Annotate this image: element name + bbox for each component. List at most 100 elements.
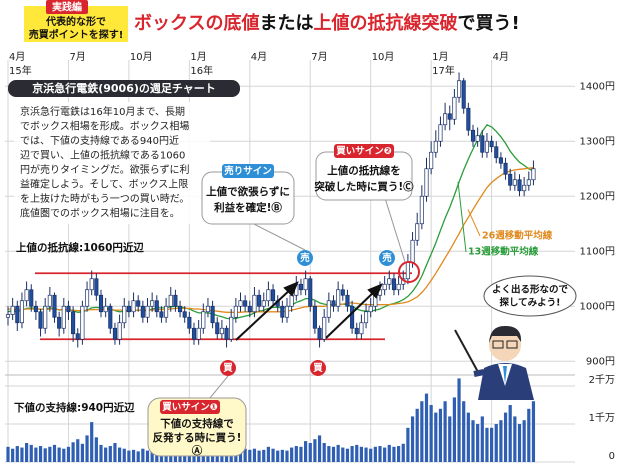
volume-bar	[257, 450, 261, 462]
candle-body	[359, 322, 364, 335]
candle-body	[424, 168, 429, 197]
volume-bar	[299, 446, 303, 462]
volume-bar	[150, 451, 154, 462]
speech-bubble	[483, 275, 577, 317]
title-part: 上値の抵抗線突破	[313, 12, 457, 34]
description-line: 底値圏でのボックス相場に注目を。	[20, 207, 180, 220]
description-line: 京浜急行電鉄は16年10月まで、長期	[20, 105, 185, 118]
signal-marker-label: 買	[313, 363, 323, 374]
volume-bar	[406, 427, 410, 462]
pointer-stick	[454, 329, 479, 373]
candle-body	[252, 294, 257, 313]
title-part: ボックスの底値	[134, 12, 259, 34]
volume-tick-label: 0	[609, 451, 615, 462]
volume-bar	[345, 448, 350, 462]
volume-bar	[364, 447, 368, 462]
candle-body	[433, 140, 438, 153]
signal-marker-label: 買	[223, 363, 233, 374]
candle-body	[470, 129, 476, 142]
candle-body	[498, 157, 503, 164]
volume-bar	[410, 416, 415, 462]
candle-body	[494, 146, 499, 159]
glasses	[506, 340, 518, 349]
volume-bar	[20, 447, 24, 462]
x-tick-label: 4月	[251, 51, 267, 63]
volume-bar	[401, 443, 405, 462]
candle-body	[336, 289, 341, 307]
volume-bar	[304, 441, 308, 462]
volume-bar	[494, 424, 498, 462]
candle-body	[280, 305, 285, 318]
volume-bar	[243, 448, 247, 462]
candle-body	[326, 300, 331, 318]
candle-body	[89, 278, 94, 291]
candle-body	[382, 283, 387, 291]
speech-text: よく出る形なので	[492, 284, 569, 296]
arrow	[325, 289, 377, 339]
volume-bar	[15, 446, 19, 462]
volume-bar	[136, 451, 140, 462]
candle-body	[298, 283, 304, 291]
x-tick-label: 4月	[493, 51, 509, 63]
y-tick-label: 1400円	[580, 81, 615, 92]
volume-bar	[415, 408, 419, 462]
callout-text: Ⓐ	[192, 444, 203, 457]
candle-body	[350, 305, 355, 329]
volume-bar	[313, 439, 317, 462]
y-tick-label: 1200円	[580, 191, 615, 202]
volume-bar	[369, 448, 373, 462]
volume-bar	[336, 444, 340, 462]
candle-body	[19, 300, 25, 324]
volume-bar	[131, 449, 136, 462]
volume-bar	[513, 416, 517, 462]
candle-body	[173, 294, 178, 307]
candle-body	[191, 327, 197, 340]
candle-body	[145, 305, 150, 318]
volume-bar	[517, 424, 522, 462]
ma-label: 13週移動平均線	[468, 246, 539, 258]
volume-bar	[466, 412, 470, 462]
volume-bar	[373, 446, 377, 462]
candle-body	[243, 300, 248, 307]
volume-bar	[383, 447, 387, 462]
volume-bar	[52, 444, 57, 462]
volume-bar	[285, 450, 289, 462]
tie	[503, 366, 507, 384]
x-tick-label: 1月	[190, 51, 206, 63]
description-line: では、下値の支持線である940円近	[20, 134, 179, 147]
volume-panel	[6, 378, 536, 462]
ma-label: 26週移動平均線	[482, 230, 553, 242]
tag-box	[46, 0, 88, 14]
candle-body	[136, 300, 141, 307]
candle-body	[238, 300, 243, 307]
character	[454, 325, 534, 400]
candle-body	[322, 316, 327, 340]
candle-body	[112, 327, 118, 340]
candle-body	[219, 327, 224, 335]
candle-body	[33, 305, 38, 313]
candle-body	[438, 124, 443, 142]
breakout-circle	[398, 261, 420, 283]
volume-bar	[62, 448, 66, 462]
candle-body	[461, 80, 466, 109]
candle-body	[210, 305, 215, 324]
description-line: 辺で買い、上値の抵抗線である1060	[20, 149, 185, 162]
y-tick-label: 900円	[586, 356, 615, 367]
volume-bar	[294, 446, 298, 462]
candle-body	[43, 305, 48, 329]
x-tick-label: 7月	[69, 51, 85, 63]
candle-body	[229, 316, 234, 340]
support-label: 下値の支持線:940円近辺	[14, 401, 135, 414]
candle-body	[452, 96, 457, 120]
volume-bar	[476, 424, 480, 462]
candle-body	[15, 305, 20, 324]
candle-body	[396, 283, 401, 291]
candle-body	[150, 300, 155, 307]
volume-bar	[122, 448, 126, 462]
resistance-label: 上値の抵抗線:1060円近辺	[16, 241, 144, 254]
volume-bar	[248, 449, 252, 462]
volume-bar	[276, 450, 280, 462]
volume-bar	[387, 444, 391, 462]
volume-bar	[322, 443, 326, 462]
candle-body	[475, 135, 480, 142]
